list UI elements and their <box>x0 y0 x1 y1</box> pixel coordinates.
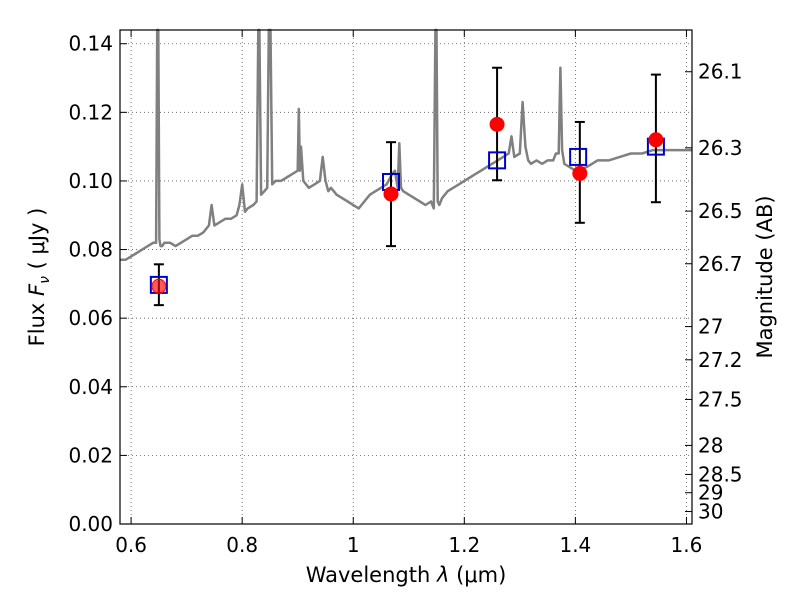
spectrum-line <box>120 28 692 262</box>
x-tick-label: 0.8 <box>226 533 258 557</box>
x-axis-label: Wavelength λ (μm) <box>306 563 507 587</box>
ticks <box>120 30 692 525</box>
magnitude-tick-label: 27.2 <box>698 348 743 372</box>
y-axis-label: Flux Fν ( μJy ) <box>25 208 53 347</box>
y-tick-label: 0.00 <box>68 512 113 536</box>
y-tick-label: 0.02 <box>68 443 113 467</box>
x-tick-label: 1.2 <box>448 533 480 557</box>
y-tick-label: 0.04 <box>68 375 113 399</box>
magnitude-tick-label: 27 <box>698 315 723 339</box>
observed-point <box>648 132 664 148</box>
x-tick-label: 0.6 <box>115 533 147 557</box>
y-tick-label: 0.08 <box>68 238 113 262</box>
observed-layer <box>151 116 664 294</box>
observed-point <box>572 165 588 181</box>
magnitude-tick-label: 29 <box>698 481 723 505</box>
magnitude-tick-label: 26.5 <box>698 199 743 223</box>
observed-point <box>489 116 505 132</box>
magnitude-tick-label: 26.7 <box>698 252 743 276</box>
y-tick-label: 0.12 <box>68 100 113 124</box>
x-tick-label: 1.4 <box>559 533 591 557</box>
plot-background <box>120 30 692 524</box>
spectrum-layer <box>120 28 692 262</box>
magnitude-tick-label: 26.1 <box>698 60 743 84</box>
magnitude-tick-label: 30 <box>698 500 723 524</box>
model-square-marker <box>569 147 588 166</box>
x-tick-label: 1 <box>347 533 360 557</box>
observed-point <box>151 278 167 294</box>
x-tick-labels: 0.6 0.8 1 1.2 1.4 1.6 <box>115 533 702 557</box>
y-tick-labels: 0.00 0.02 0.04 0.06 0.08 0.10 0.12 0.14 <box>68 32 113 536</box>
magnitude-tick-label: 28.5 <box>698 462 743 486</box>
magnitude-axis-label: Magnitude (AB) <box>753 195 777 358</box>
magnitude-tick-label: 26.3 <box>698 136 743 160</box>
y-tick-label: 0.14 <box>68 32 113 56</box>
x-tick-label: 1.6 <box>671 533 703 557</box>
model-square-marker <box>488 151 507 170</box>
observed-point <box>383 186 399 202</box>
y-tick-label: 0.06 <box>68 306 113 330</box>
magnitude-tick-label: 27.5 <box>698 387 743 411</box>
y-tick-label: 0.10 <box>68 169 113 193</box>
plot-frame <box>119 29 693 525</box>
magnitude-tick-label: 28 <box>698 433 723 457</box>
